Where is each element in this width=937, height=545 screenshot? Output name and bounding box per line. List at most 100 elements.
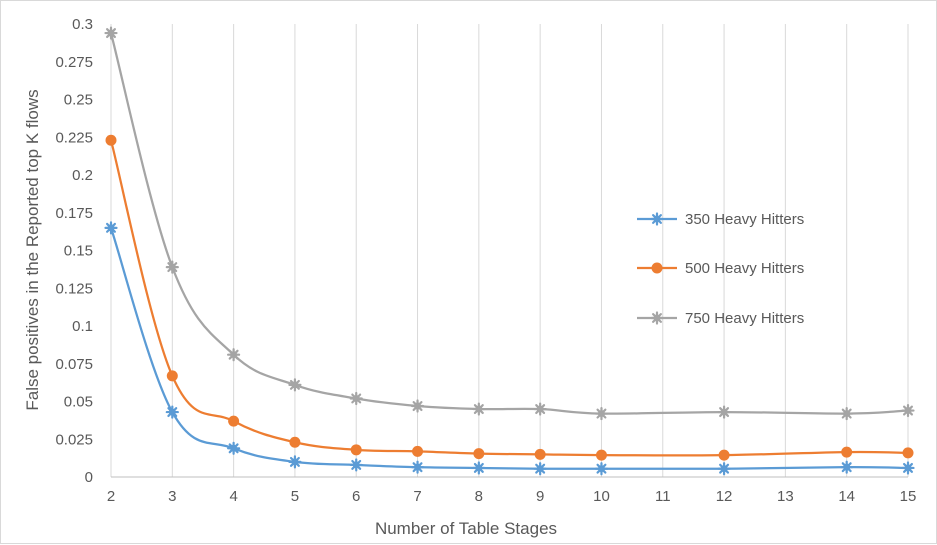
- data-point-350-heavy-hitters-ray: [473, 462, 484, 473]
- data-point-750-heavy-hitters: [104, 26, 118, 40]
- data-point-750-heavy-hitters-ray: [473, 404, 484, 415]
- data-point-350-heavy-hitters-ray: [289, 456, 300, 467]
- data-point-750-heavy-hitters-ray: [167, 262, 178, 273]
- data-point-750-heavy-hitters-ray: [289, 379, 300, 390]
- y-tick-label: 0.225: [55, 129, 93, 146]
- data-point-750-heavy-hitters-ray: [841, 408, 852, 419]
- axes: 2 3 4 5 6 7 8 9 10 11 12 13 14 15 0 0.025 0.05 0.075 0.1 0.…: [55, 16, 916, 505]
- x-tick-label: 10: [593, 488, 610, 505]
- data-point-350-heavy-hitters-ray: [106, 222, 116, 233]
- x-tick-label: 2: [107, 488, 115, 505]
- legend-label-750-heavy-hitters: 750 Heavy Hitters: [685, 310, 804, 327]
- x-tick-label: 7: [413, 488, 421, 505]
- legend-marker-350-heavy-hitters: [650, 212, 664, 226]
- data-point-500-heavy-hitters: [105, 134, 117, 146]
- y-tick-label: 0.175: [55, 205, 93, 222]
- data-point-500-heavy-hitters: [412, 445, 424, 457]
- y-tick-label: 0.275: [55, 54, 93, 71]
- data-point-500-heavy-hitters: [166, 370, 178, 382]
- series-line-750-heavy-hitters: [109, 32, 909, 415]
- data-point-500-heavy-hitters: [534, 448, 546, 460]
- data-point-350-heavy-hitters-ray: [719, 463, 730, 474]
- data-point-750-heavy-hitters-ray: [412, 401, 423, 412]
- y-tick-label: 0.05: [64, 394, 93, 411]
- data-point-350-heavy-hitters: [165, 405, 179, 419]
- data-point-350-heavy-hitters: [901, 461, 915, 475]
- data-point-350-heavy-hitters-ray: [596, 463, 607, 474]
- legend-label-500-heavy-hitters: 500 Heavy Hitters: [685, 260, 804, 277]
- data-point-750-heavy-hitters-ray: [228, 349, 239, 360]
- legend: 350 Heavy Hitters 500 Heavy Hitters 750 He…: [637, 211, 804, 327]
- data-point-350-heavy-hitters: [410, 460, 425, 474]
- data-point-750-heavy-hitters: [901, 403, 915, 418]
- series-line-500-heavy-hitters: [109, 139, 909, 457]
- data-point-500-heavy-hitters: [718, 449, 730, 461]
- y-tick-label: 0.125: [55, 280, 93, 297]
- x-tick-label: 11: [655, 488, 671, 505]
- y-tick-label: 0.075: [55, 356, 93, 373]
- data-point-500-heavy-hitters: [902, 447, 914, 459]
- data-point-350-heavy-hitters-ray: [841, 462, 852, 473]
- x-tick-label: 14: [838, 488, 855, 505]
- gridlines: [110, 24, 909, 477]
- data-point-750-heavy-hitters: [472, 402, 486, 416]
- data-point-750-heavy-hitters: [840, 406, 854, 421]
- y-tick-label: 0.025: [55, 431, 93, 448]
- x-tick-label: 5: [291, 488, 299, 505]
- series-line-350-heavy-hitters: [109, 227, 909, 470]
- y-tick-label: 0.3: [72, 16, 93, 33]
- legend-marker-750-heavy-hitters: [650, 311, 664, 325]
- x-tick-label: 9: [536, 488, 544, 505]
- y-tick-label: 0.15: [64, 243, 93, 260]
- data-point-350-heavy-hitters: [840, 460, 854, 474]
- data-point-350-heavy-hitters: [227, 441, 241, 455]
- series-lines: [104, 26, 915, 476]
- legend-label-350-heavy-hitters: 350 Heavy Hitters: [685, 211, 804, 228]
- data-point-500-heavy-hitters: [350, 444, 362, 456]
- data-point-750-heavy-hitters-ray: [719, 407, 730, 418]
- data-point-750-heavy-hitters: [594, 406, 609, 421]
- data-point-500-heavy-hitters: [228, 415, 240, 427]
- x-tick-label: 12: [716, 488, 733, 505]
- data-point-350-heavy-hitters: [594, 462, 609, 476]
- x-tick-label: 13: [777, 488, 794, 505]
- data-point-750-heavy-hitters-ray: [351, 393, 362, 404]
- data-point-750-heavy-hitters: [410, 399, 425, 413]
- data-point-750-heavy-hitters-ray: [903, 405, 913, 416]
- data-point-500-heavy-hitters: [289, 436, 301, 448]
- data-point-350-heavy-hitters: [533, 462, 547, 476]
- x-tick-label: 15: [900, 488, 917, 505]
- data-point-350-heavy-hitters-ray: [167, 407, 178, 418]
- legend-marker-350-heavy-hitters-ray: [652, 214, 662, 224]
- data-point-750-heavy-hitters: [349, 391, 363, 406]
- data-point-350-heavy-hitters-ray: [412, 462, 423, 473]
- data-point-350-heavy-hitters: [288, 455, 302, 469]
- data-point-350-heavy-hitters: [717, 462, 731, 476]
- data-point-350-heavy-hitters-ray: [903, 462, 913, 473]
- data-point-750-heavy-hitters: [165, 260, 179, 274]
- data-point-500-heavy-hitters: [473, 448, 485, 460]
- y-tick-label: 0: [85, 469, 93, 486]
- data-point-350-heavy-hitters: [472, 461, 486, 475]
- data-point-350-heavy-hitters-ray: [228, 443, 239, 454]
- legend-marker-750-heavy-hitters-ray: [652, 313, 662, 323]
- data-point-350-heavy-hitters-ray: [351, 459, 362, 470]
- x-tick-label: 4: [229, 488, 237, 505]
- data-point-750-heavy-hitters: [288, 378, 302, 392]
- data-point-500-heavy-hitters: [841, 446, 853, 458]
- data-point-750-heavy-hitters-ray: [106, 28, 116, 39]
- data-point-750-heavy-hitters: [533, 402, 547, 416]
- data-point-350-heavy-hitters-ray: [535, 463, 546, 474]
- y-tick-label: 0.25: [64, 92, 93, 109]
- data-point-750-heavy-hitters-ray: [596, 408, 607, 419]
- data-point-750-heavy-hitters-ray: [535, 404, 546, 415]
- y-tick-label: 0.2: [72, 167, 93, 184]
- x-axis-title: Number of Table Stages: [375, 519, 557, 538]
- y-tick-label: 0.1: [72, 318, 93, 335]
- data-point-750-heavy-hitters: [227, 348, 241, 362]
- x-tick-label: 6: [352, 488, 360, 505]
- legend-marker-500-heavy-hitters: [651, 262, 663, 274]
- x-tick-label: 8: [475, 488, 483, 505]
- x-tick-label: 3: [168, 488, 176, 505]
